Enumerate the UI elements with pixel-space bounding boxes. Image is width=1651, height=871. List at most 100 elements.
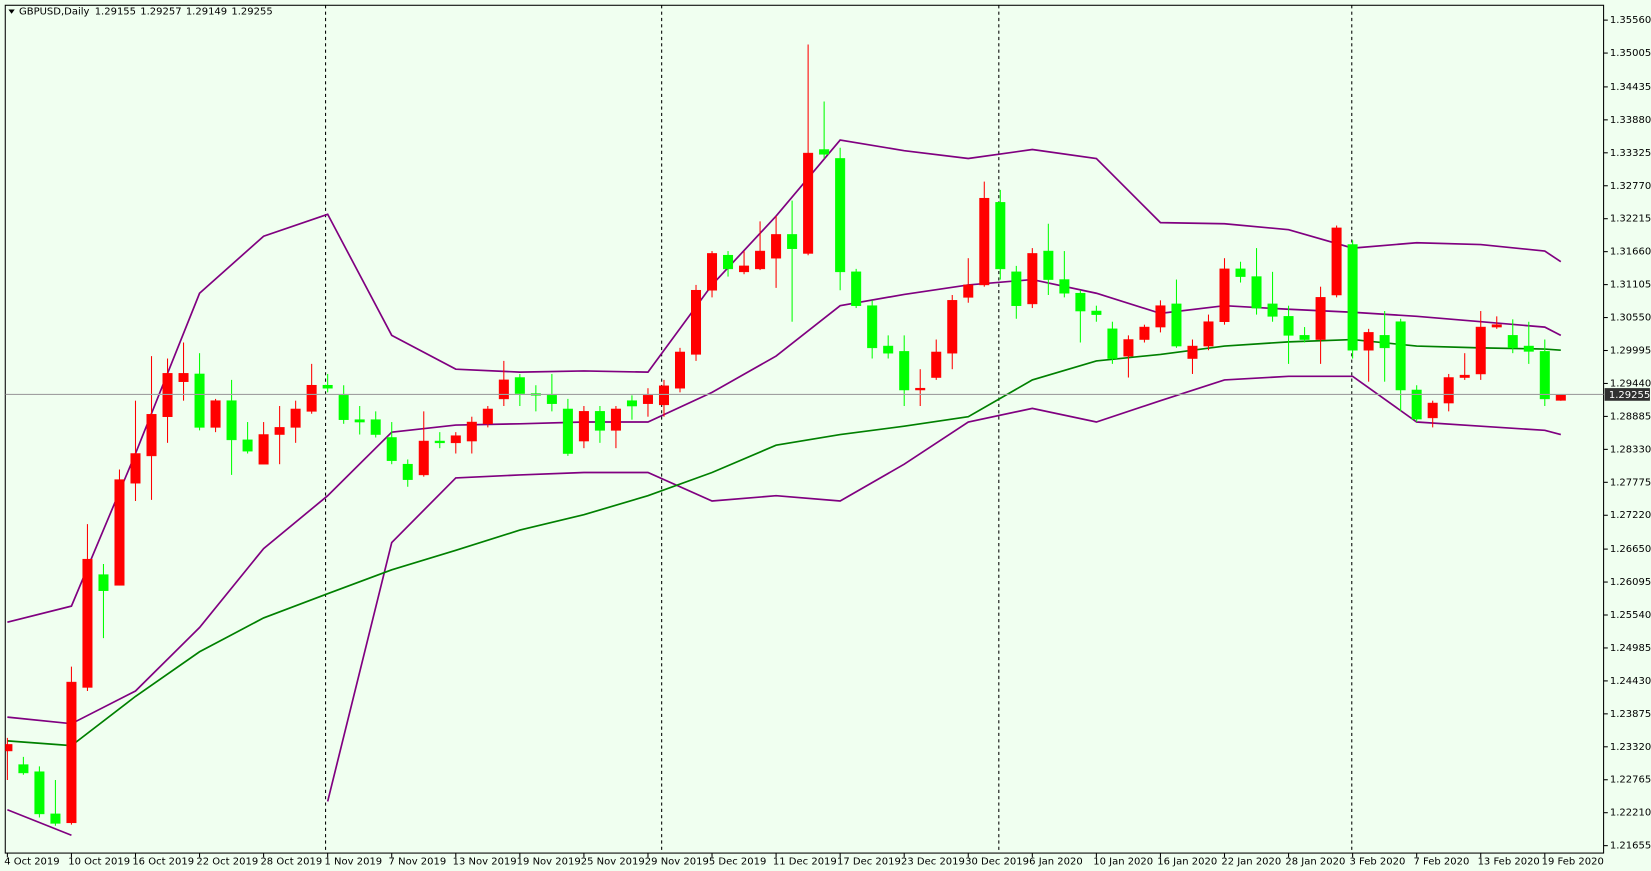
candle-body (1075, 292, 1086, 312)
candle-body (114, 479, 125, 586)
candle-body (1347, 244, 1358, 351)
candle-body (1379, 335, 1390, 349)
y-tick-label: 1.22765 (1610, 775, 1651, 786)
indicator-line (7, 338, 1561, 747)
candle-body (1443, 377, 1454, 404)
x-tick-label: 29 Nov 2019 (645, 857, 709, 868)
x-tick-label: 25 Nov 2019 (581, 857, 645, 868)
axes: 1.35560 1.35005 1.34435 1.33880 1.33325 1.327… (4, 15, 1651, 867)
candle-body (1011, 271, 1022, 306)
candle-body (466, 421, 477, 442)
candle-body (883, 345, 894, 354)
candle-body (242, 439, 253, 452)
candle-body (1251, 276, 1262, 309)
candle-body (691, 289, 702, 355)
x-tick-label: 11 Dec 2019 (773, 857, 837, 868)
candle-body (386, 437, 397, 461)
plot-frame (4, 4, 1605, 854)
y-tick-label: 1.32770 (1610, 181, 1651, 192)
candle-body (130, 453, 141, 484)
x-tick-label: 16 Oct 2019 (132, 857, 194, 868)
candle-body (1203, 321, 1214, 347)
x-tick-label: 7 Feb 2020 (1414, 857, 1470, 868)
candle-body (82, 558, 93, 688)
candle-body (258, 434, 269, 465)
x-tick-label: 4 Oct 2019 (4, 857, 59, 868)
y-tick-label: 1.22210 (1610, 808, 1651, 819)
plot-area (5, 44, 1604, 837)
candle-body (819, 149, 830, 155)
y-tick-label: 1.29995 (1610, 346, 1651, 357)
candle-body (1091, 310, 1102, 315)
candle-body (354, 419, 365, 423)
y-tick-label: 1.28885 (1610, 411, 1651, 422)
candle-body (18, 764, 29, 774)
candle-body (1235, 268, 1246, 277)
y-tick-label: 1.25540 (1610, 610, 1651, 621)
candle-body (1363, 332, 1374, 351)
x-tick-label: 19 Nov 2019 (517, 857, 581, 868)
candle-body (755, 250, 766, 270)
y-tick-label: 1.33880 (1610, 115, 1651, 126)
y-tick-label: 1.27220 (1610, 510, 1651, 521)
x-tick-label: 28 Jan 2020 (1285, 857, 1345, 868)
candle-body (867, 305, 878, 349)
candle-body (5, 744, 13, 752)
y-tick-label: 1.23320 (1610, 742, 1651, 753)
x-tick-label: 28 Oct 2019 (260, 857, 322, 868)
x-tick-label: 3 Feb 2020 (1349, 857, 1405, 868)
header: GBPUSD,Daily 1.29155 1.29257 1.29149 1.29255 (19, 7, 273, 18)
candle-body (1059, 279, 1070, 294)
candle-body (1395, 321, 1406, 391)
candle-body (482, 408, 493, 425)
candle-body (1523, 345, 1534, 352)
header-low: 1.29149 (186, 7, 227, 18)
candle-body (210, 400, 221, 428)
candle-body (658, 385, 669, 406)
y-tick-label: 1.35005 (1610, 48, 1651, 59)
y-tick-label: 1.26095 (1610, 577, 1651, 588)
candle-body (290, 408, 301, 428)
y-tick-label: 1.32215 (1610, 214, 1651, 225)
indicator-line (7, 375, 1562, 837)
candle-body (578, 411, 589, 442)
y-tick-label: 1.31660 (1610, 247, 1651, 258)
symbol-title: GBPUSD,Daily (19, 7, 90, 18)
y-tick-label: 1.30550 (1610, 313, 1651, 324)
candle-body (931, 351, 942, 378)
x-tick-label: 7 Nov 2019 (389, 857, 447, 868)
candle-body (947, 300, 958, 354)
candle-body (594, 411, 605, 431)
candle-body (194, 373, 205, 428)
candle-body (979, 197, 990, 286)
candle-body (546, 395, 557, 404)
candle-body (610, 408, 621, 431)
candle-body (803, 152, 814, 254)
candle-body (1219, 268, 1230, 322)
header-high: 1.29257 (140, 7, 181, 18)
candle-body (1107, 328, 1118, 359)
candle-body (1155, 305, 1166, 328)
candle-body (274, 427, 285, 435)
candle-body (1475, 326, 1486, 375)
candle-body (674, 351, 686, 389)
candle-body (498, 379, 509, 400)
current-price-box (1604, 388, 1650, 401)
candle-body (1171, 303, 1182, 347)
candle-body (739, 265, 750, 273)
x-tick-label: 5 Dec 2019 (709, 857, 767, 868)
x-tick-label: 6 Jan 2020 (1029, 857, 1083, 868)
candle-body (34, 771, 45, 815)
candle-body (66, 681, 77, 824)
y-tick-label: 1.33325 (1610, 148, 1651, 159)
x-tick-label: 22 Oct 2019 (196, 857, 258, 868)
x-tick-label: 16 Jan 2020 (1157, 857, 1217, 868)
collapse-arrow[interactable] (8, 9, 15, 14)
candle-body (1555, 394, 1566, 401)
y-tick-label: 1.35560 (1610, 15, 1651, 26)
candle-body (915, 387, 926, 391)
candle-body (146, 414, 157, 457)
candle-body (723, 254, 734, 270)
